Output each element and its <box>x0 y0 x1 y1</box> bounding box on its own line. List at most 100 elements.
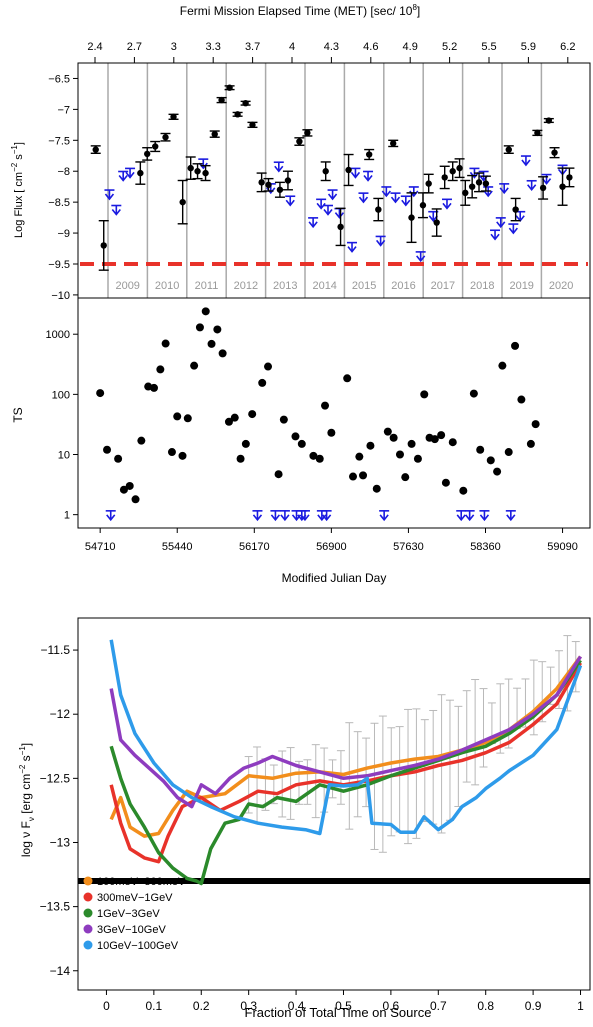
flux-upper-limit <box>400 195 411 207</box>
gray-error-bar <box>269 764 278 805</box>
ts-point <box>366 441 375 450</box>
flux-marker <box>202 169 209 177</box>
ts-point <box>359 471 368 480</box>
ts-point <box>224 417 233 426</box>
top-tick-label: 2.4 <box>87 41 102 53</box>
ts-point <box>183 414 192 423</box>
year-label: 2020 <box>549 280 573 292</box>
ts-upper-limit-head <box>321 514 332 522</box>
flux-point <box>135 161 146 185</box>
series-line <box>109 655 582 838</box>
flux-upper-limit <box>198 158 209 170</box>
y-tick-label: −6.5 <box>48 73 70 85</box>
flux-marker <box>211 130 218 138</box>
flux-point <box>320 161 331 182</box>
ts-point <box>327 428 336 437</box>
series-line <box>109 655 582 809</box>
ts-point <box>258 378 267 387</box>
ts-point <box>131 495 140 504</box>
flux-upper-limit-head <box>111 209 121 216</box>
ts-point <box>531 420 540 429</box>
ts-x-tick-label: 57630 <box>393 541 424 553</box>
ts-x-tick-label: 56170 <box>239 541 270 553</box>
ts-point <box>274 470 283 479</box>
y-tick-label: −8 <box>57 166 70 178</box>
gray-error-bar <box>253 746 262 823</box>
ts-point <box>125 481 134 490</box>
flux-upper-limit <box>441 198 452 210</box>
flux-point <box>364 148 375 161</box>
flux-marker <box>433 219 440 226</box>
flux-upper-limit <box>526 179 537 192</box>
flux-marker <box>170 113 177 121</box>
legend-label: 100meV−300meV <box>97 876 186 888</box>
y-tick-label: −9.5 <box>48 259 70 271</box>
flux-upper-limit <box>327 189 338 201</box>
top-tick-label: 4.9 <box>403 41 418 53</box>
ts-point <box>526 439 535 448</box>
flux-marker <box>545 117 553 124</box>
flux-upper-limit <box>499 183 510 195</box>
flux-point <box>460 179 471 206</box>
flux-marker <box>375 206 382 213</box>
flux-upper-limit-head <box>401 199 411 207</box>
flux-upper-limit-head <box>496 221 506 229</box>
flux-point <box>302 129 313 137</box>
ts-point <box>297 439 306 448</box>
flux-upper-limit <box>322 204 333 216</box>
flux-marker <box>296 138 303 145</box>
flux-marker <box>100 242 107 249</box>
flux-marker <box>566 174 573 181</box>
flux-marker <box>322 168 329 175</box>
flux-upper-limit-head <box>350 171 361 179</box>
spectral-x-tick-label: 0.9 <box>525 999 542 1013</box>
ts-point <box>407 439 416 448</box>
top-tick-label: 6.2 <box>560 41 575 53</box>
flux-point <box>240 99 251 107</box>
flux-upper-limit-head <box>469 171 480 179</box>
year-separators: 2009 2010 2011 2012 2013 2014 2015 2016 2017 2018… <box>107 63 573 298</box>
ts-point <box>150 383 159 392</box>
legend-label: 10GeV−100GeV <box>97 940 179 952</box>
year-label: 2016 <box>391 280 415 292</box>
flux-point <box>467 174 478 199</box>
series-line <box>109 662 583 864</box>
spectral-x-tick-label: 0.5 <box>335 999 352 1013</box>
ts-y-tick-label: 10 <box>58 450 70 462</box>
ts-upper-limit <box>464 510 475 522</box>
ts-point <box>517 395 526 404</box>
flux-point <box>247 121 258 129</box>
flux-point <box>447 161 458 182</box>
spectral-y-tick-label: −11.5 <box>41 643 71 657</box>
ts-point <box>395 450 404 459</box>
flux-point <box>282 170 293 191</box>
flux-upper-limit <box>347 241 358 253</box>
gray-error-bar <box>378 715 387 853</box>
y-tick-label: −7.5 <box>48 135 70 147</box>
ts-upper-limit <box>105 510 116 522</box>
y-tick-label: −8.5 <box>48 197 70 209</box>
flux-upper-limit <box>490 229 501 241</box>
ts-upper-limit <box>379 510 390 522</box>
ts-upper-limit <box>279 510 290 522</box>
spectral-x-axis: 0 0.1 0.2 0.3 0.4 0.5 0.6 0.7 0.8 0.9 1 <box>103 990 584 1013</box>
ts-upper-limit <box>456 510 467 522</box>
spectral-y-label: log ν Fν [erg cm−2 s−1] <box>18 743 36 857</box>
flux-point <box>538 176 549 200</box>
legend: 100meV−300meV 300meV−1GeV 1GeV−3GeV 3GeV−10… <box>83 876 186 952</box>
flux-upper-limit <box>273 161 284 173</box>
top-tick-label: 3.7 <box>245 41 260 53</box>
flux-upper-limit-head <box>347 246 357 253</box>
top-tick-label: 3.3 <box>206 41 221 53</box>
ts-point <box>437 431 446 440</box>
flux-upper-limit <box>515 210 526 222</box>
ts-point <box>236 454 245 463</box>
flux-upper-limit-head <box>428 215 438 222</box>
year-label: 2018 <box>470 280 494 292</box>
flux-upper-limit <box>334 207 345 219</box>
flux-upper-limit <box>390 192 401 204</box>
flux-marker <box>456 164 463 172</box>
top-tick-label: 5.5 <box>481 41 496 53</box>
ts-point <box>448 438 457 447</box>
gray-error-bar <box>471 679 480 786</box>
